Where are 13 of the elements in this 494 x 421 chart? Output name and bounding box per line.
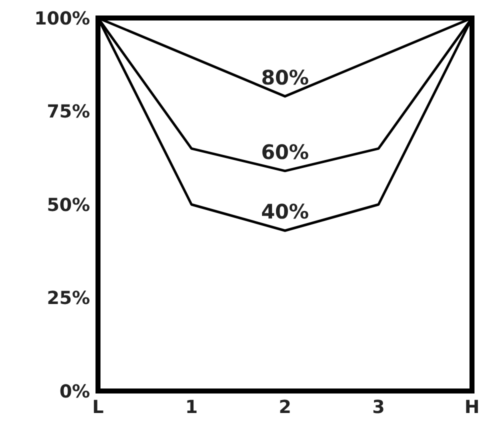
y-tick-label: 100% (34, 8, 90, 30)
series-label: 60% (261, 140, 309, 164)
series-label: 80% (261, 65, 309, 90)
series-label: 40% (261, 200, 309, 224)
y-tick-label: 50% (46, 194, 90, 216)
y-tick-label: 25% (46, 288, 90, 310)
x-tick-label: 1 (185, 397, 198, 418)
y-tick-label: 0% (59, 381, 90, 402)
y-tick-label: 75% (46, 102, 90, 123)
x-tick-label: H (464, 397, 480, 418)
x-tick-label: 3 (372, 397, 385, 418)
x-tick-label: 2 (278, 397, 292, 418)
x-tick-label: L (92, 397, 104, 418)
